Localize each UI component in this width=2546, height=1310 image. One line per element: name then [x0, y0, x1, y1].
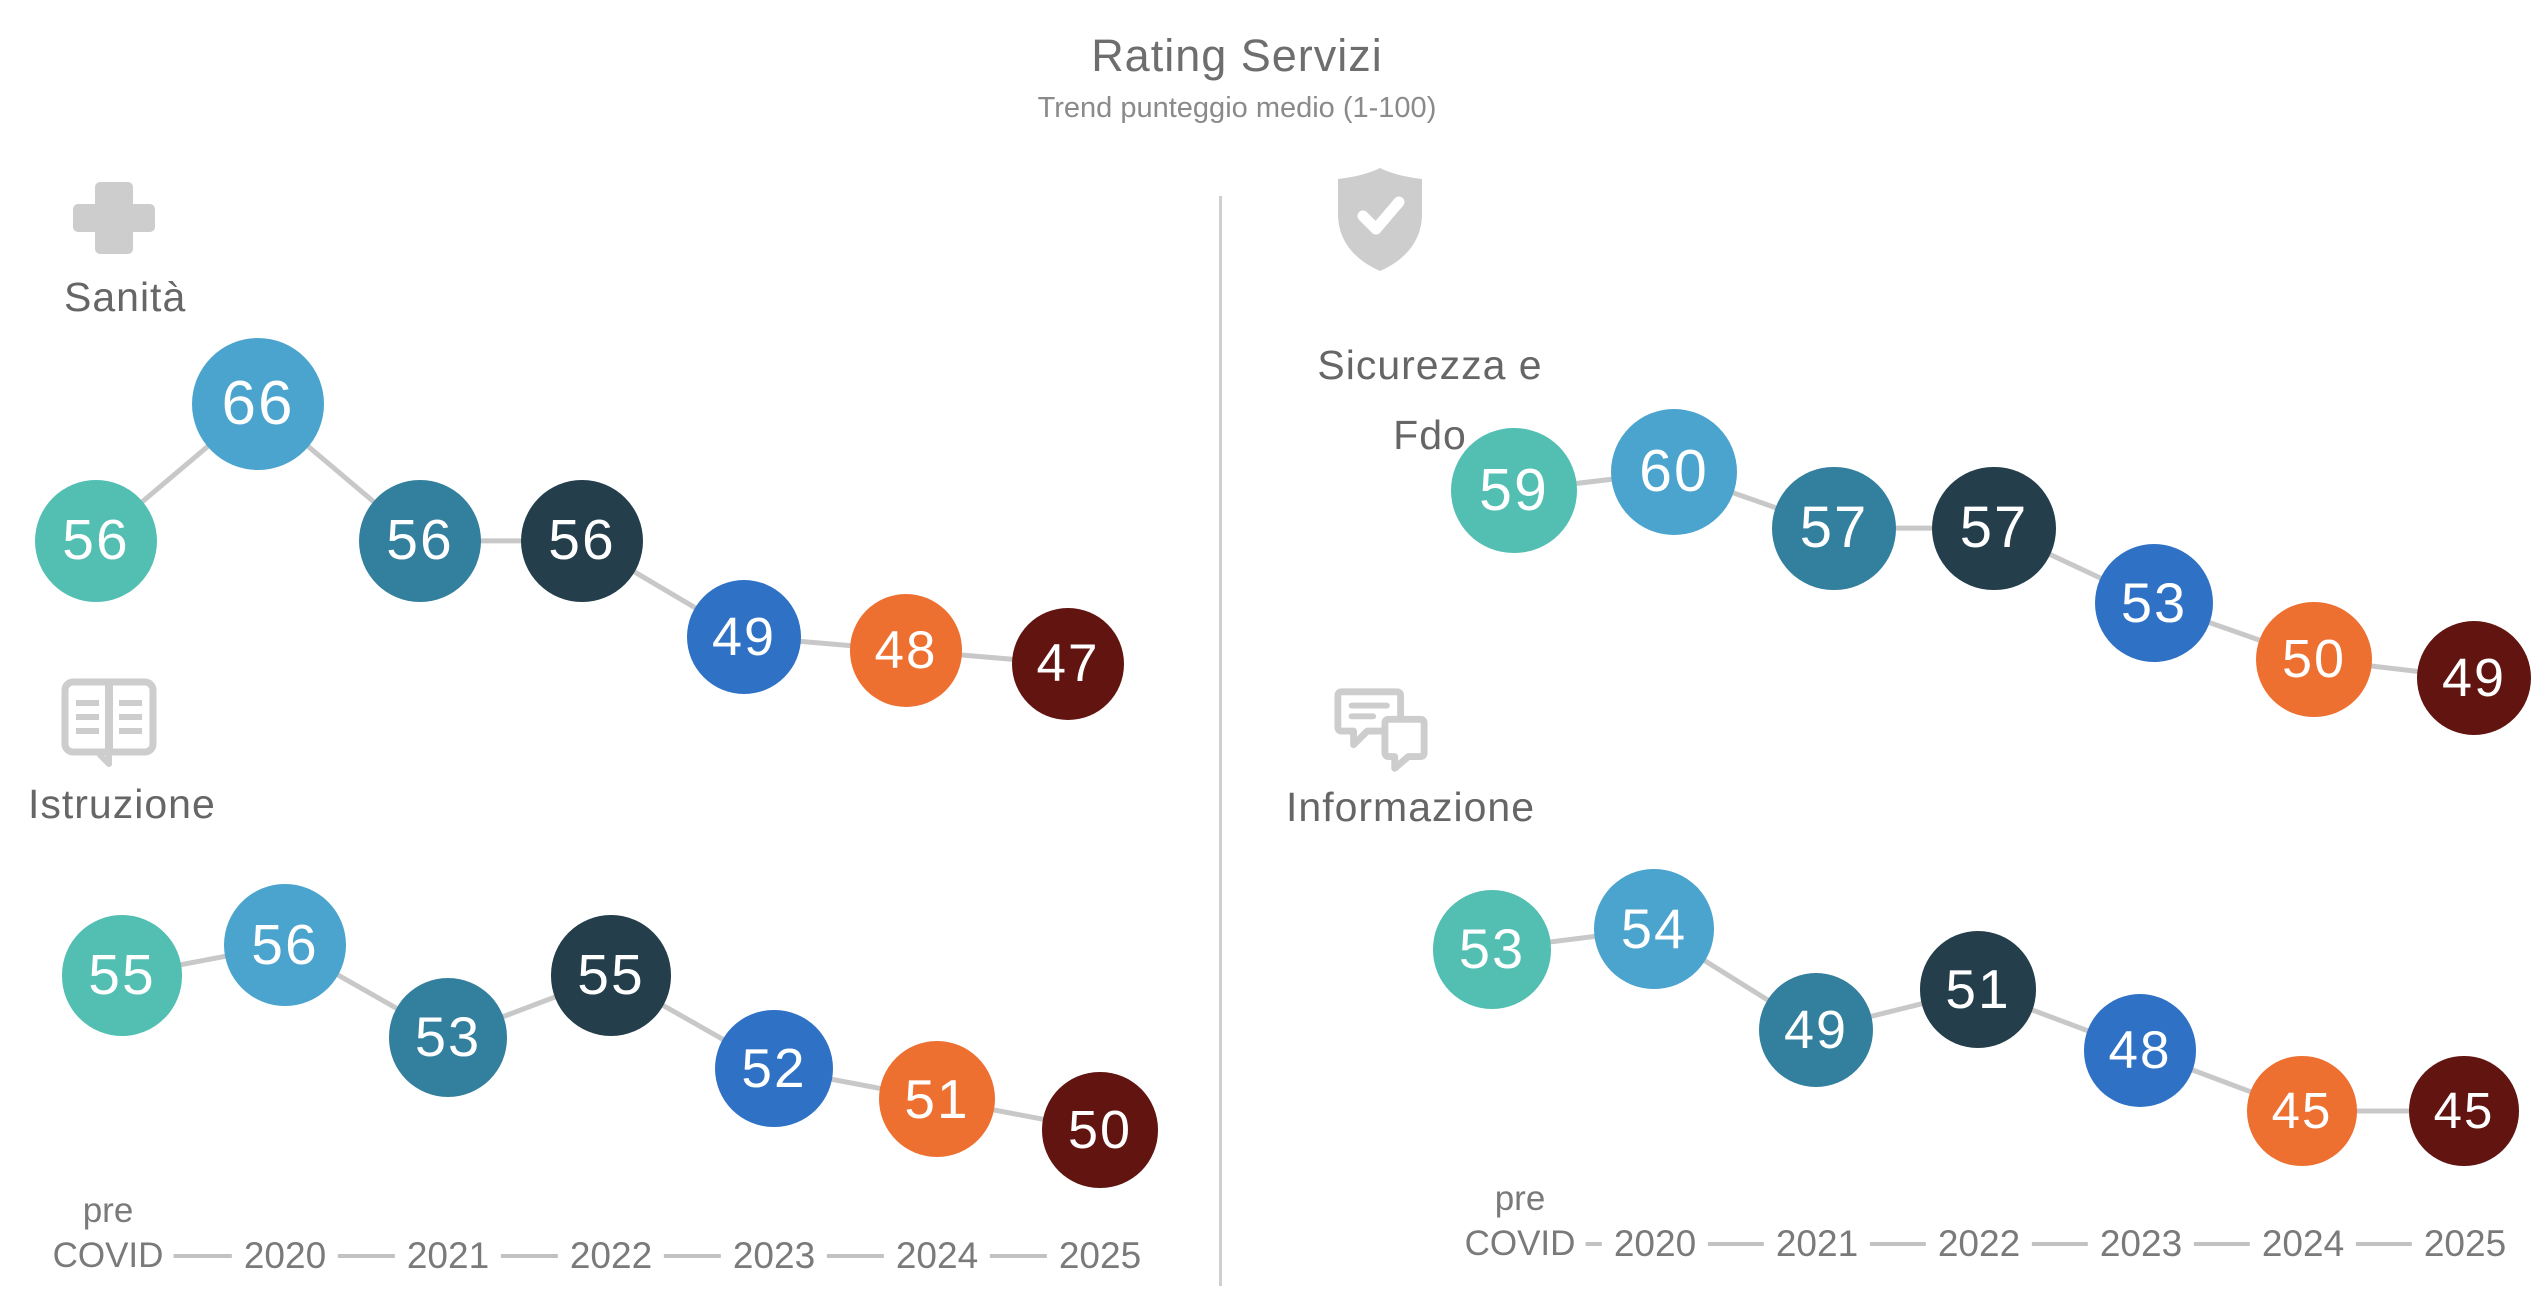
chat-bubbles-icon — [1334, 688, 1428, 772]
axis-label-2025: 2025 — [1046, 1233, 1154, 1279]
data-point-informazione-2023: 48 — [2083, 993, 2197, 1107]
data-point-informazione-2020: 54 — [1594, 869, 1714, 989]
data-point-sicurezza-fdo-2024: 50 — [2256, 601, 2372, 717]
data-point-istruzione-2023: 52 — [715, 1009, 833, 1128]
data-point-sanita-2023: 49 — [686, 579, 802, 694]
data-point-istruzione-pre-COVID: 55 — [61, 915, 183, 1037]
data-point-sicurezza-fdo-pre-COVID: 59 — [1451, 428, 1577, 554]
chart-label-line-2: Fdo — [1393, 412, 1467, 458]
open-book-icon — [61, 678, 157, 767]
chart-label-informazione: Informazione — [1286, 784, 1536, 830]
data-point-sanita-2024: 48 — [849, 593, 963, 707]
data-point-sanita-2022: 56 — [521, 479, 643, 602]
shield-check-icon — [1338, 168, 1422, 271]
axis-label-2024: 2024 — [2249, 1221, 2357, 1267]
data-point-sanita-2020: 66 — [191, 337, 325, 471]
data-point-istruzione-2025: 50 — [1042, 1072, 1158, 1188]
axis-label-2023: 2023 — [720, 1233, 828, 1279]
axis-label-pre-covid: pre COVID — [42, 1188, 174, 1278]
title-block: Rating Servizi Trend punteggio medio (1-… — [637, 30, 1837, 125]
data-point-sicurezza-fdo-2023: 53 — [2094, 543, 2214, 663]
data-point-informazione-2022: 51 — [1919, 931, 2037, 1048]
data-point-sanita-pre-COVID: 56 — [35, 479, 157, 602]
chart-label-line-1: Sicurezza e — [1317, 342, 1543, 388]
page-title: Rating Servizi — [1091, 30, 1383, 81]
data-point-sicurezza-fdo-2020: 60 — [1610, 408, 1738, 536]
data-point-informazione-pre-COVID: 53 — [1432, 889, 1552, 1009]
data-point-istruzione-2020: 56 — [224, 884, 346, 1006]
axis-label-2021: 2021 — [1763, 1221, 1871, 1267]
data-point-informazione-2024: 45 — [2247, 1056, 2357, 1166]
axis-label-2025: 2025 — [2411, 1221, 2519, 1267]
axis-label-2020: 2020 — [1601, 1221, 1709, 1267]
chart-label-istruzione: Istruzione — [28, 781, 216, 827]
data-point-sanita-2021: 56 — [359, 479, 481, 602]
column-divider — [1219, 196, 1222, 1286]
data-point-informazione-2021: 49 — [1758, 973, 1874, 1088]
axis-label-2022: 2022 — [557, 1233, 665, 1279]
axis-label-pre-covid: pre COVID — [1454, 1176, 1586, 1266]
chart-label-sanita: Sanità — [64, 274, 187, 320]
data-point-sicurezza-fdo-2022: 57 — [1932, 466, 2056, 590]
axis-label-2022: 2022 — [1925, 1221, 2033, 1267]
data-point-istruzione-2022: 55 — [550, 915, 672, 1037]
axis-label-2023: 2023 — [2087, 1221, 2195, 1267]
data-point-istruzione-2021: 53 — [388, 978, 508, 1097]
axis-label-2024: 2024 — [883, 1233, 991, 1279]
axis-label-2020: 2020 — [231, 1233, 339, 1279]
chart-label-sicurezza-fdo: Sicurezza e Fdo — [1270, 330, 1590, 470]
plus-icon — [73, 182, 155, 254]
axis-label-2021: 2021 — [394, 1233, 502, 1279]
data-point-istruzione-2024: 51 — [878, 1040, 996, 1158]
data-point-sanita-2025: 47 — [1012, 608, 1124, 720]
page-subtitle: Trend punteggio medio (1-100) — [1037, 92, 1437, 124]
data-point-sicurezza-fdo-2021: 57 — [1772, 466, 1896, 590]
data-point-informazione-2025: 45 — [2409, 1056, 2519, 1166]
data-point-sicurezza-fdo-2025: 49 — [2416, 620, 2532, 736]
